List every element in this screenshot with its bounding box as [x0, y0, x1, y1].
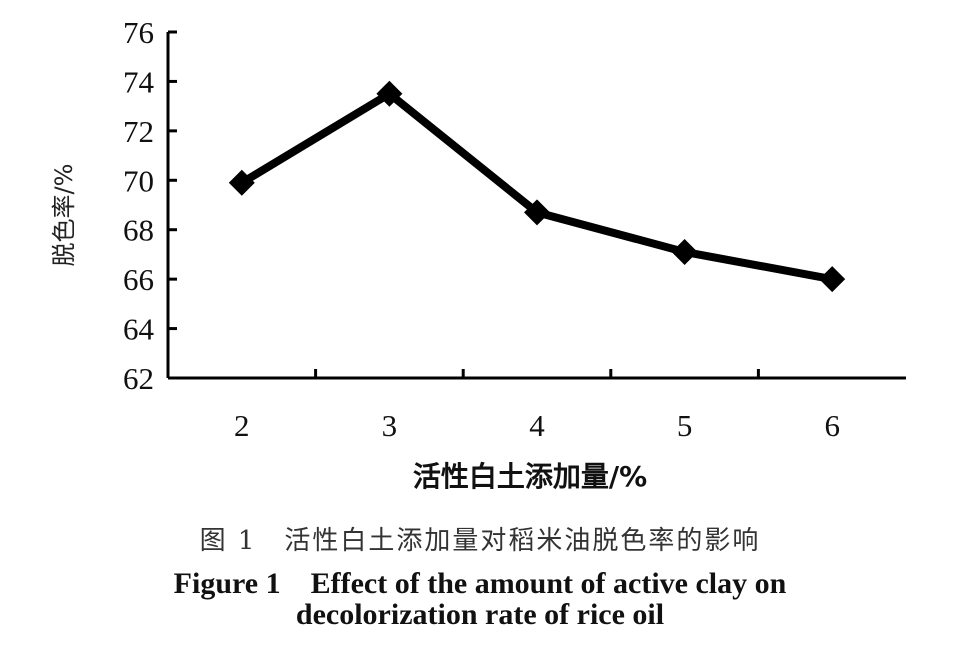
x-tick-label: 2: [234, 408, 250, 443]
x-tick-label: 5: [677, 408, 693, 443]
y-tick-label: 64: [123, 312, 155, 347]
caption-english-line2: decolorization rate of rice oil: [295, 598, 665, 631]
data-point-marker: [524, 199, 550, 226]
y-tick-label: 70: [123, 163, 154, 198]
x-tick-label: 4: [529, 408, 545, 443]
y-tick-label: 76: [123, 15, 154, 50]
line-chart: 62 64 66 68 70 72 74 76 2 3 4 5 6 脱色率/% 活性白土添加量/%: [50, 15, 906, 493]
x-axis-label: 活性白土添加量/%: [413, 460, 647, 493]
y-tick-label: 66: [123, 262, 154, 297]
chart-axes: [166, 32, 906, 380]
data-point-marker: [228, 169, 255, 196]
caption-english-line1: Figure 1 Effect of the amount of active …: [173, 567, 787, 600]
y-tick-label: 68: [123, 213, 154, 248]
caption-chinese: 图 1 活性白土添加量对稻米油脱色率的影响: [199, 526, 761, 556]
y-tick-label: 72: [123, 114, 154, 149]
y-ticks: 62 64 66 68 70 72 74 76: [123, 15, 177, 396]
x-tick-label: 6: [824, 408, 840, 443]
y-tick-label: 62: [123, 361, 154, 396]
data-point-marker: [671, 238, 698, 265]
y-axis-label: 脱色率/%: [50, 164, 78, 267]
series-group: [228, 80, 846, 293]
x-tick-label: 3: [382, 408, 398, 443]
x-ticks: 2 3 4 5 6: [234, 369, 840, 443]
y-tick-label: 74: [123, 64, 155, 99]
data-point-marker: [819, 266, 846, 293]
data-point-marker: [376, 80, 403, 107]
series-line: [239, 89, 833, 284]
